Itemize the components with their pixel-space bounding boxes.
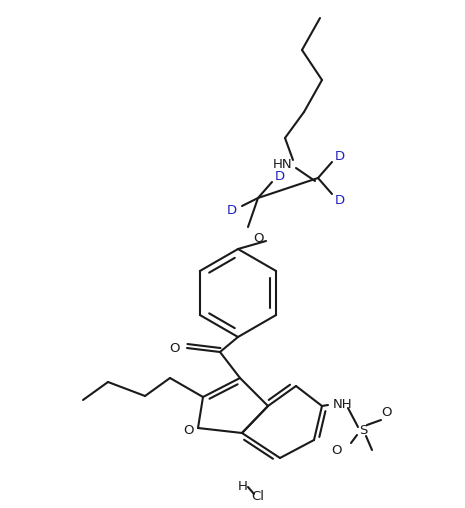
Text: O: O [253, 232, 263, 244]
Text: D: D [335, 194, 345, 206]
Text: O: O [183, 425, 193, 437]
Text: H: H [238, 480, 248, 492]
Text: D: D [227, 205, 237, 217]
Text: D: D [275, 170, 285, 182]
Text: Cl: Cl [252, 491, 265, 503]
Text: O: O [332, 443, 342, 457]
Text: O: O [381, 405, 391, 419]
Text: NH: NH [333, 397, 352, 410]
Text: S: S [359, 424, 367, 436]
Text: D: D [335, 149, 345, 163]
Text: HN: HN [273, 158, 293, 172]
Text: O: O [169, 342, 179, 356]
